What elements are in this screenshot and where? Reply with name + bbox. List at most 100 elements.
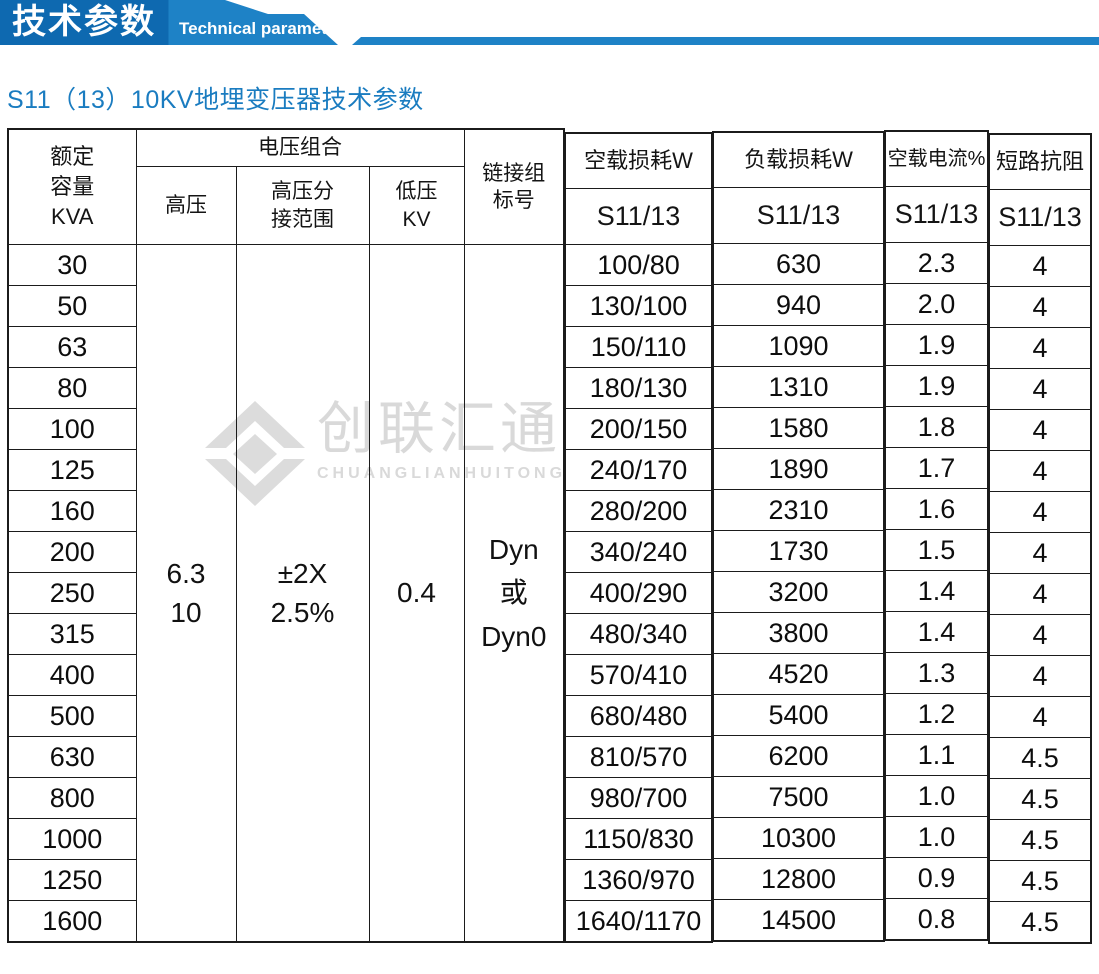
subheader-model: S11/13 (884, 186, 989, 243)
header-high-voltage: 高压 (135, 166, 237, 245)
impedance-cell: 4 (988, 409, 1092, 451)
subheader-model: S11/13 (564, 188, 713, 245)
kva-cell: 125 (7, 449, 137, 491)
no-load-loss-cell: 130/100 (564, 285, 713, 327)
no-load-current-cell: 1.0 (884, 816, 989, 858)
impedance-subtable: 短路抗阻 S11/13 4 4 4 4 4 4 4 4 4 4 4 4 4.5 4.5 4.5 4.5 4.5 (988, 133, 1093, 944)
kva-cell: 500 (7, 695, 137, 737)
header-low-voltage: 低压 KV (368, 166, 465, 245)
load-loss-cell: 1890 (712, 448, 885, 490)
no-load-loss-subtable: 空载损耗W S11/13 100/80 130/100 150/110 180/130… (564, 132, 714, 943)
load-loss-cell: 1310 (712, 366, 885, 408)
load-loss-cell: 4520 (712, 653, 885, 695)
kva-cell: 50 (7, 285, 137, 327)
impedance-cell: 4.5 (988, 819, 1092, 861)
load-loss-cell: 10300 (712, 817, 885, 859)
impedance-cell: 4.5 (988, 778, 1092, 820)
banner-strip-line (352, 37, 1099, 45)
header-no-load-loss: 空载损耗W (564, 132, 713, 189)
parameters-table: 额定 容量 KVA 电压组合 链接组 标号 高压 高压分 接范围 低压 KV 3… (0, 128, 1099, 944)
load-loss-cell: 1090 (712, 325, 885, 367)
hv-merged-cell: 6.3 10 (135, 244, 237, 943)
kva-cell: 1000 (7, 818, 137, 860)
banner-title-zh: 技术参数 (12, 3, 156, 41)
load-loss-cell: 1580 (712, 407, 885, 449)
no-load-current-cell: 1.1 (884, 734, 989, 776)
impedance-cell: 4.5 (988, 737, 1092, 779)
no-load-current-cell: 0.8 (884, 898, 989, 941)
impedance-cell: 4 (988, 491, 1092, 533)
kva-cell: 100 (7, 408, 137, 450)
connection-merged-cell: Dyn 或 Dyn0 (463, 244, 565, 943)
load-loss-cell: 630 (712, 243, 885, 285)
no-load-current-cell: 1.2 (884, 693, 989, 735)
impedance-cell: 4 (988, 573, 1092, 615)
kva-cell: 1250 (7, 859, 137, 901)
subheader-model: S11/13 (988, 189, 1092, 246)
impedance-cell: 4.5 (988, 901, 1092, 944)
no-load-current-cell: 1.8 (884, 406, 989, 448)
load-loss-cell: 5400 (712, 694, 885, 736)
capacity-voltage-subtable: 额定 容量 KVA 电压组合 链接组 标号 高压 高压分 接范围 低压 KV 3… (7, 128, 566, 943)
impedance-cell: 4.5 (988, 860, 1092, 902)
no-load-current-cell: 1.9 (884, 365, 989, 407)
impedance-cell: 4 (988, 532, 1092, 574)
no-load-loss-cell: 400/290 (564, 572, 713, 614)
load-loss-cell: 14500 (712, 899, 885, 942)
impedance-cell: 4 (988, 286, 1092, 328)
load-loss-cell: 6200 (712, 735, 885, 777)
no-load-loss-cell: 480/340 (564, 613, 713, 655)
kva-cell: 630 (7, 736, 137, 778)
kva-cell: 160 (7, 490, 137, 532)
kva-cell: 800 (7, 777, 137, 819)
no-load-current-cell: 1.0 (884, 775, 989, 817)
load-loss-cell: 2310 (712, 489, 885, 531)
load-loss-cell: 7500 (712, 776, 885, 818)
load-loss-cell: 12800 (712, 858, 885, 900)
header-impedance: 短路抗阻 (988, 133, 1092, 190)
load-loss-cell: 3200 (712, 571, 885, 613)
no-load-loss-cell: 1360/970 (564, 859, 713, 901)
banner-ribbon: 技术参数 Technical parameter (0, 0, 338, 45)
kva-cell: 250 (7, 572, 137, 614)
no-load-loss-cell: 980/700 (564, 777, 713, 819)
impedance-cell: 4 (988, 368, 1092, 410)
no-load-loss-cell: 280/200 (564, 490, 713, 532)
impedance-cell: 4 (988, 614, 1092, 656)
kva-cell: 200 (7, 531, 137, 573)
no-load-loss-cell: 100/80 (564, 244, 713, 286)
kva-cell: 63 (7, 326, 137, 368)
header-rated-capacity: 额定 容量 KVA (7, 128, 137, 245)
no-load-loss-cell: 570/410 (564, 654, 713, 696)
no-load-current-cell: 2.3 (884, 242, 989, 284)
no-load-loss-cell: 1150/830 (564, 818, 713, 860)
kva-cell: 1600 (7, 900, 137, 943)
no-load-current-cell: 1.4 (884, 570, 989, 612)
impedance-cell: 4 (988, 245, 1092, 287)
impedance-cell: 4 (988, 450, 1092, 492)
kva-cell: 80 (7, 367, 137, 409)
hv-tap-merged-cell: ±2X 2.5% (235, 244, 370, 943)
no-load-current-cell: 1.9 (884, 324, 989, 366)
lv-merged-cell: 0.4 (368, 244, 465, 943)
header-voltage-group: 电压组合 (135, 128, 465, 167)
parameter-table-zone: 创联汇通 CHUANGLIANHUITONG 额定 容量 KVA 电压组合 链接… (0, 128, 1099, 944)
impedance-cell: 4 (988, 696, 1092, 738)
no-load-loss-cell: 1640/1170 (564, 900, 713, 943)
load-loss-cell: 940 (712, 284, 885, 326)
load-loss-subtable: 负载损耗W S11/13 630 940 1090 1310 1580 1890 2310 1… (712, 131, 886, 942)
page-title: S11（13）10KV地埋变压器技术参数 (7, 86, 424, 114)
no-load-current-cell: 1.5 (884, 529, 989, 571)
subheader-model: S11/13 (712, 187, 885, 244)
no-load-current-cell: 1.6 (884, 488, 989, 530)
kva-cell: 315 (7, 613, 137, 655)
impedance-cell: 4 (988, 327, 1092, 369)
no-load-current-subtable: 空载电流% S11/13 2.3 2.0 1.9 1.9 1.8 1.7 1.6 1.5 1.4… (884, 130, 990, 941)
no-load-loss-cell: 150/110 (564, 326, 713, 368)
kva-cell: 400 (7, 654, 137, 696)
header-no-load-current: 空载电流% (884, 130, 989, 187)
kva-cell: 30 (7, 244, 137, 286)
no-load-loss-cell: 180/130 (564, 367, 713, 409)
no-load-loss-cell: 240/170 (564, 449, 713, 491)
